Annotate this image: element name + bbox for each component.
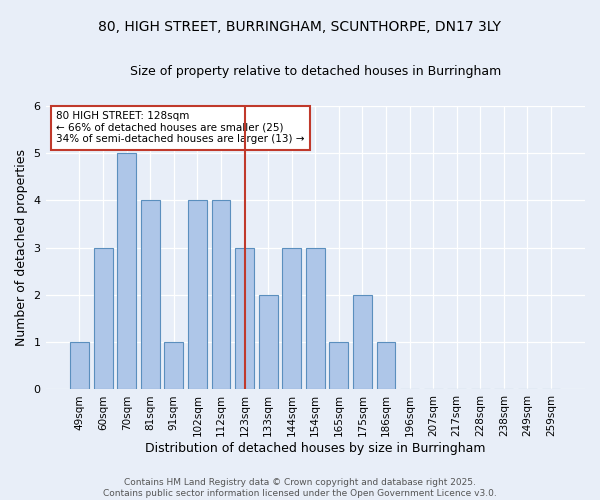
Bar <box>259 295 278 390</box>
Bar <box>329 342 348 390</box>
Bar <box>70 342 89 390</box>
Bar <box>377 342 395 390</box>
Y-axis label: Number of detached properties: Number of detached properties <box>15 149 28 346</box>
Bar <box>306 248 325 390</box>
Text: 80, HIGH STREET, BURRINGHAM, SCUNTHORPE, DN17 3LY: 80, HIGH STREET, BURRINGHAM, SCUNTHORPE,… <box>98 20 502 34</box>
Bar <box>117 153 136 390</box>
Bar <box>94 248 113 390</box>
Bar <box>164 342 183 390</box>
Text: Contains HM Land Registry data © Crown copyright and database right 2025.
Contai: Contains HM Land Registry data © Crown c… <box>103 478 497 498</box>
X-axis label: Distribution of detached houses by size in Burringham: Distribution of detached houses by size … <box>145 442 485 455</box>
Bar <box>141 200 160 390</box>
Bar <box>212 200 230 390</box>
Bar <box>188 200 207 390</box>
Title: Size of property relative to detached houses in Burringham: Size of property relative to detached ho… <box>130 65 501 78</box>
Bar <box>353 295 372 390</box>
Bar <box>282 248 301 390</box>
Bar <box>235 248 254 390</box>
Text: 80 HIGH STREET: 128sqm
← 66% of detached houses are smaller (25)
34% of semi-det: 80 HIGH STREET: 128sqm ← 66% of detached… <box>56 111 305 144</box>
